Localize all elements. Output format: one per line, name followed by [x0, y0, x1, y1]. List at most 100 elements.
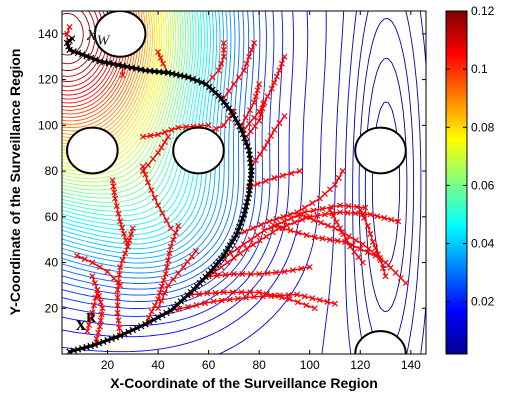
branch-marker [261, 227, 268, 234]
branch-marker [160, 277, 167, 284]
branch-marker [264, 270, 271, 277]
branch-marker [294, 291, 301, 298]
branch-marker [119, 224, 126, 231]
branch-marker [114, 302, 121, 309]
branch-marker [303, 302, 310, 309]
branch-marker [331, 181, 339, 188]
branch-marker [263, 233, 270, 240]
start-label: xR [76, 311, 97, 335]
branch-marker [214, 272, 221, 279]
branch-marker [309, 295, 316, 302]
y-tick-label: 100 [38, 118, 58, 132]
branch-marker [230, 270, 237, 277]
branch-marker [367, 230, 374, 237]
branch-marker [298, 265, 305, 272]
main-path-marker [129, 326, 137, 334]
branch-marker [220, 46, 227, 53]
branch-marker [215, 67, 222, 74]
contour-line [62, 11, 174, 179]
branch-marker [321, 211, 328, 218]
branch-marker [248, 46, 255, 53]
branch-marker [170, 236, 177, 243]
branch-marker [188, 253, 195, 260]
branch-marker [268, 85, 275, 92]
branch-marker [319, 235, 326, 242]
branch-marker [351, 248, 358, 255]
branch-marker [316, 195, 323, 202]
branch-marker [139, 133, 146, 140]
branch-marker [256, 81, 263, 88]
branch-marker [117, 282, 124, 289]
branch-marker [246, 120, 253, 127]
branch-marker [89, 259, 96, 266]
branch-marker [281, 113, 288, 120]
branch-marker [89, 309, 96, 316]
branch-marker [161, 139, 168, 146]
branch-marker [155, 202, 162, 209]
branch-marker [326, 186, 333, 193]
branch-marker [120, 230, 127, 237]
branch-marker [93, 335, 100, 342]
colorbar-tick-label: 0.02 [471, 295, 495, 309]
main-path-marker [234, 119, 241, 126]
branch-marker [220, 289, 227, 296]
branch-marker [243, 60, 250, 67]
branch-marker [240, 241, 248, 248]
main-path-marker [125, 328, 132, 336]
branch-marker [296, 168, 303, 175]
branch-marker [287, 211, 294, 218]
branch-marker [159, 209, 166, 217]
branch-marker [94, 286, 101, 293]
main-path-marker [91, 341, 99, 349]
branch-marker [97, 299, 104, 306]
branch-marker [239, 270, 246, 277]
y-tick-label: 60 [45, 210, 59, 224]
main-path-marker [163, 309, 170, 317]
branch-marker [167, 243, 174, 250]
branch-marker [306, 264, 313, 271]
branch-marker [99, 305, 106, 312]
branch-marker [114, 309, 121, 316]
obstacles [66, 11, 407, 354]
branch-marker [193, 302, 200, 309]
x-tick-label: 100 [300, 358, 320, 372]
branch-marker [89, 273, 96, 280]
branch-marker [161, 129, 168, 136]
main-path-marker [96, 58, 104, 65]
branch-marker [301, 293, 308, 300]
branch-marker [395, 218, 402, 225]
branch-marker [337, 202, 344, 209]
main-path-marker [224, 245, 232, 253]
colorbar-tick-label: 0.1 [471, 62, 488, 76]
colorbar-gradient [445, 10, 468, 355]
branch-marker [271, 126, 278, 133]
branch-marker [382, 273, 389, 280]
start-label-sup: R [86, 311, 97, 326]
branch-marker [148, 308, 155, 315]
x-tick-label: 40 [151, 358, 165, 372]
contour-line [62, 11, 172, 176]
branch-marker [311, 234, 318, 241]
branch-marker [382, 259, 389, 266]
branch-marker [158, 297, 165, 304]
branch-marker [247, 289, 254, 296]
branch-marker [218, 264, 225, 271]
branch-marker [90, 302, 98, 309]
branch-marker [151, 194, 158, 201]
branch-marker [205, 122, 212, 129]
branch-marker [114, 294, 121, 301]
branch-marker [272, 269, 280, 276]
branch-marker [301, 204, 308, 211]
branch-marker [260, 100, 267, 108]
x-tick-label: 60 [202, 358, 216, 372]
branch-marker [301, 209, 308, 216]
branch-marker [281, 268, 288, 275]
main-path-marker [232, 115, 239, 123]
branch-marker [254, 87, 261, 94]
branch-marker [74, 252, 81, 259]
branch-marker [230, 81, 237, 88]
branch-marker [155, 149, 162, 156]
candidate-branches [64, 23, 409, 348]
branch-marker [296, 211, 303, 218]
